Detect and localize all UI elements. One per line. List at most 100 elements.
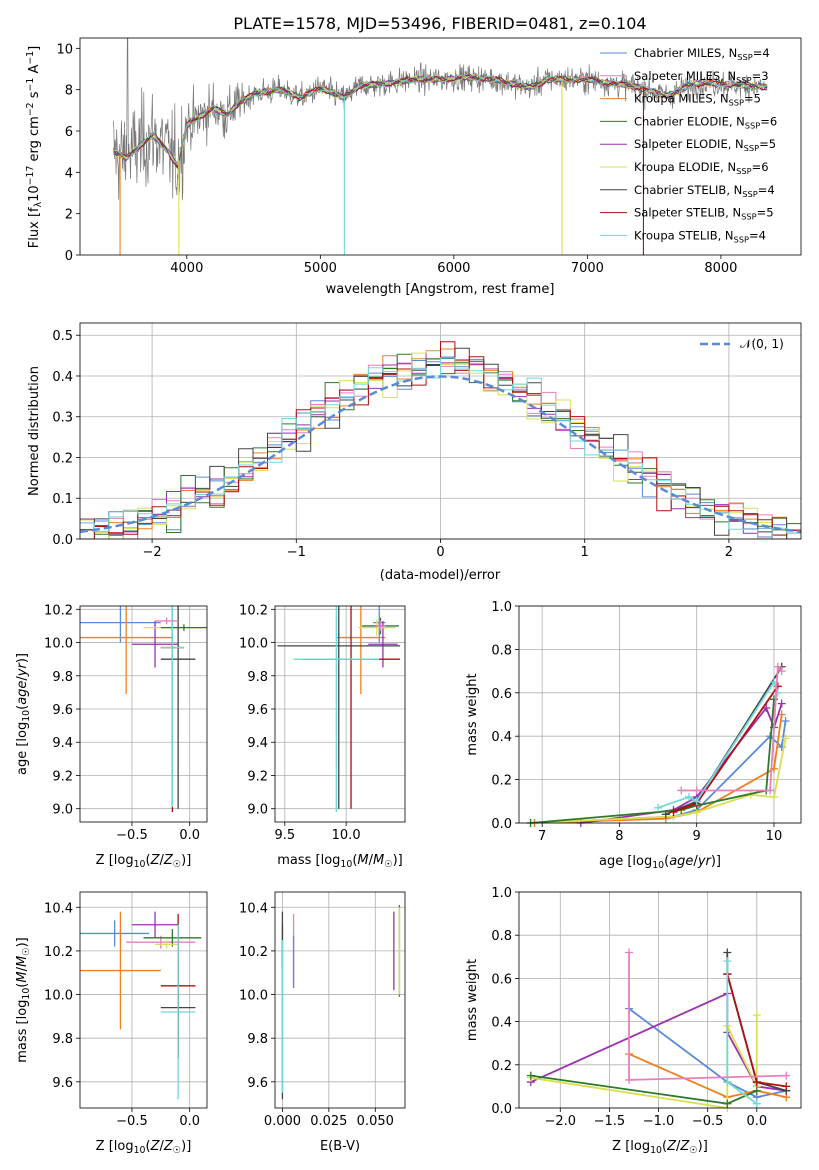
series-marker <box>723 1099 732 1108</box>
y-tick-label: 0.8 <box>491 929 512 944</box>
y-tick-label: 0.6 <box>491 687 512 702</box>
y-tick-label: 0.2 <box>491 1059 512 1074</box>
y-tick-label: 8 <box>65 84 73 99</box>
errorbar-point <box>160 924 196 1100</box>
x-tick-label: −1.0 <box>643 1114 675 1129</box>
axes-age_vs_Z: −0.5 0.0 9.0 9.2 9.4 9.6 9.8 10.0 10.2 Z [log10(Z… <box>15 603 208 870</box>
y-tick-label: 10.4 <box>44 901 73 916</box>
y-tick-label: 9.2 <box>52 769 73 784</box>
x-axis-label: Z [log10(Z/Z☉)] <box>96 1139 192 1156</box>
axes-frame <box>518 605 802 824</box>
axes-frame <box>79 891 208 1109</box>
series-marker <box>669 808 678 817</box>
y-tick-label: 0.0 <box>52 533 73 548</box>
series-marker <box>752 1011 761 1020</box>
errorbar-point <box>277 606 401 809</box>
x-tick-label: −0.5 <box>692 1114 724 1129</box>
legend-label: Salpeter STELIB, NSSP=5 <box>634 206 774 222</box>
x-tick-label: 0.025 <box>310 1114 347 1129</box>
x-tick-label: −2 <box>143 545 162 560</box>
series-line <box>580 703 783 823</box>
errorbar-point <box>131 620 179 668</box>
normal-curve <box>80 375 801 534</box>
axes-frame <box>79 322 802 540</box>
errorbar-point <box>160 606 196 809</box>
legend-label: Chabrier ELODIE, NSSP=6 <box>634 114 777 130</box>
histogram-step <box>80 357 801 538</box>
x-tick-label: −2.0 <box>544 1114 576 1129</box>
x-tick-label: 10.0 <box>332 828 361 843</box>
y-tick-label: 9.8 <box>247 1032 268 1047</box>
y-tick-label: 10.0 <box>239 989 268 1004</box>
x-axis-label: wavelength [Angstrom, rest frame] <box>326 282 555 297</box>
y-axis-label: age [log10(age/yr)] <box>15 653 32 775</box>
y-tick-label: 9.8 <box>52 1032 73 1047</box>
axes-frame <box>518 891 802 1109</box>
y-tick-label: 0 <box>65 249 73 264</box>
series-marker <box>723 957 732 966</box>
y-tick-label: 9.4 <box>247 736 268 751</box>
series-marker <box>782 1071 791 1080</box>
y-tick-label: 9.2 <box>247 769 268 784</box>
x-axis-label: Z [log10(Z/Z☉)] <box>612 1139 708 1156</box>
legend-label: Salpeter ELODIE, NSSP=5 <box>634 137 776 153</box>
errorbar-point <box>80 911 161 1030</box>
series-line <box>665 666 783 816</box>
x-tick-label: 7 <box>538 829 546 844</box>
x-tick-label: 0.000 <box>264 1114 301 1129</box>
x-tick-label: 0.0 <box>179 1114 200 1129</box>
legend-label: Kroupa STELIB, NSSP=4 <box>634 228 766 244</box>
errorbar-point <box>358 619 396 636</box>
x-tick-label: 9.5 <box>274 828 295 843</box>
x-tick-label: −0.5 <box>116 828 148 843</box>
y-tick-label: 9.6 <box>52 1076 73 1091</box>
errorbar-point <box>155 617 179 625</box>
axes-spectrum: 4000 5000 6000 7000 8000 0 2 4 6 8 10 Chabrier MILE… <box>25 37 802 297</box>
y-tick-label: 9.0 <box>247 803 268 818</box>
y-tick-label: 1.0 <box>491 600 512 615</box>
series-marker <box>781 734 790 743</box>
x-tick-label: 5000 <box>304 261 337 276</box>
y-tick-label: 10 <box>56 42 73 57</box>
series-marker <box>661 810 670 819</box>
series-marker <box>684 792 693 801</box>
series-line <box>530 699 775 823</box>
y-tick-label: 0.1 <box>52 492 73 507</box>
legend-label: Salpeter MILES, NSSP=3 <box>634 69 769 85</box>
errorbar-point <box>143 929 202 947</box>
axes-residuals: −2 −1 0 1 2 0.0 0.1 0.2 0.3 0.4 0.5 𝒩(0, 1) (data-mo… <box>27 322 802 583</box>
errorbar-point <box>80 920 150 947</box>
x-tick-label: 6000 <box>437 261 470 276</box>
axes-massweight_vs_age: 7 8 9 10 0.0 0.2 0.4 0.6 0.8 1.0 age [log10(age/yr… <box>465 600 802 871</box>
y-axis-label: mass weight <box>465 673 480 755</box>
axes-frame <box>274 605 406 823</box>
y-tick-label: 9.8 <box>247 670 268 685</box>
series-marker <box>769 792 778 801</box>
series-marker <box>781 717 790 726</box>
x-tick-label: −1.5 <box>594 1114 626 1129</box>
x-tick-label: 1 <box>581 545 589 560</box>
spectrum-model-line <box>113 74 768 169</box>
x-axis-label: E(B-V) <box>320 1139 360 1154</box>
axes-frame <box>274 891 406 1109</box>
x-tick-label: 8000 <box>704 261 737 276</box>
axes-age_vs_mass: 9.5 10.0 9.0 9.2 9.4 9.6 9.8 10.0 10.2 mass [log1… <box>239 603 406 870</box>
errorbar-point <box>375 620 386 631</box>
x-tick-label: 8 <box>615 829 623 844</box>
series-marker <box>654 803 663 812</box>
x-tick-label: 0.0 <box>746 1114 767 1129</box>
x-tick-label: 7000 <box>571 261 604 276</box>
y-axis-label: mass weight <box>465 959 480 1041</box>
y-tick-label: 0.8 <box>491 643 512 658</box>
y-tick-label: 0.0 <box>491 817 512 832</box>
axes-frame <box>79 605 208 823</box>
y-axis-label: mass [log10(M/M☉)] <box>15 937 32 1063</box>
x-tick-label: 4000 <box>170 261 203 276</box>
figure-title: PLATE=1578, MJD=53496, FIBERID=0481, z=0… <box>233 14 646 33</box>
errorbar-point <box>336 606 386 695</box>
series-marker <box>777 667 786 676</box>
x-axis-label: (data-model)/error <box>380 568 501 583</box>
y-tick-label: 6 <box>65 125 73 140</box>
y-tick-label: 10.2 <box>239 945 268 960</box>
